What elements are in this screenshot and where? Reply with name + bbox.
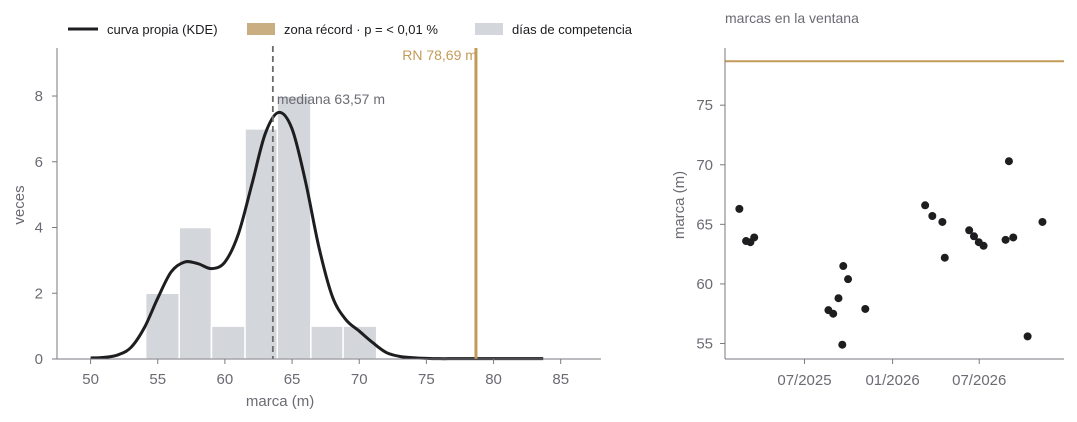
scatter-point [979, 241, 988, 250]
scatter-point [735, 204, 744, 213]
scatter-panel: marcas en la ventana 07/2025 01/2026 07/20… [671, 10, 1064, 389]
scatter-title: marcas en la ventana [725, 10, 859, 26]
scatter-point [839, 262, 848, 271]
histogram-y-axis-title: veces [11, 185, 28, 224]
histogram-axes: 50 55 60 65 70 75 80 85 0 2 4 6 8 [35, 48, 601, 388]
scatter-x-ticks: 07/2025 01/2026 07/2026 [777, 359, 1006, 389]
y-tick-label: 55 [696, 336, 713, 353]
x-tick-label: 50 [82, 371, 99, 388]
median-label: mediana 63,57 m [277, 91, 385, 107]
scatter-point [1004, 157, 1013, 166]
y-tick-label: 2 [35, 285, 43, 302]
y-tick-label: 65 [696, 216, 713, 233]
legend-record-swatch [247, 23, 275, 35]
histogram-bar [178, 226, 213, 360]
x-tick-label: 70 [351, 371, 368, 388]
scatter-y-ticks: 55 60 65 70 75 [696, 97, 725, 353]
scatter-point [938, 217, 947, 226]
legend-record-label: zona récord · p = < 0,01 % [284, 22, 438, 37]
histogram-y-ticks: 0 2 4 6 8 [35, 88, 57, 368]
scatter-point [928, 212, 937, 221]
y-tick-label: 8 [35, 88, 43, 105]
histogram-x-axis-title: marca (m) [246, 393, 314, 410]
histogram-panel: mediana 63,57 m RN 78,69 m 50 55 60 65 70 75 8… [11, 46, 601, 410]
scatter-point [965, 226, 974, 235]
histogram-bar [210, 325, 246, 360]
legend-bars-swatch [475, 23, 503, 35]
scatter-point [1023, 332, 1032, 341]
legend-kde-label: curva propia (KDE) [107, 22, 218, 37]
x-tick-label: 75 [418, 371, 435, 388]
x-tick-label: 60 [217, 371, 234, 388]
scatter-points [735, 157, 1047, 349]
scatter-y-axis-title: marca (m) [671, 171, 688, 239]
scatter-point [844, 275, 853, 284]
legend: curva propia (KDE) zona récord · p = < 0… [68, 22, 633, 37]
y-tick-label: 4 [35, 220, 43, 237]
scatter-point [969, 232, 978, 241]
y-tick-label: 75 [696, 97, 713, 114]
scatter-point [750, 233, 759, 242]
scatter-point [829, 309, 838, 318]
scatter-point [921, 201, 930, 210]
x-tick-label: 85 [552, 371, 569, 388]
legend-bars-label: días de competencia [512, 22, 633, 37]
scatter-point [834, 294, 843, 303]
histogram-bar [144, 292, 180, 360]
scatter-point [1009, 233, 1018, 242]
record-label: RN 78,69 m [402, 47, 477, 63]
y-tick-label: 60 [696, 276, 713, 293]
x-tick-label: 01/2026 [865, 372, 919, 389]
x-tick-label: 65 [284, 371, 301, 388]
scatter-point [838, 340, 847, 349]
histogram-x-ticks: 50 55 60 65 70 75 80 85 [82, 359, 569, 388]
histogram-bars [144, 95, 378, 360]
scatter-axes: 07/2025 01/2026 07/2026 55 60 65 70 75 [696, 48, 1064, 389]
y-tick-label: 0 [35, 351, 43, 368]
y-tick-label: 6 [35, 154, 43, 171]
histogram-bar [244, 128, 279, 360]
scatter-point [940, 253, 949, 262]
x-tick-label: 07/2026 [952, 372, 1006, 389]
scatter-point [1038, 217, 1047, 226]
x-tick-label: 07/2025 [777, 372, 831, 389]
scatter-point [861, 304, 870, 313]
histogram-bar [310, 325, 344, 360]
scatter-point [1001, 235, 1010, 244]
x-tick-label: 80 [485, 371, 502, 388]
x-tick-label: 55 [149, 371, 166, 388]
y-tick-label: 70 [696, 157, 713, 174]
